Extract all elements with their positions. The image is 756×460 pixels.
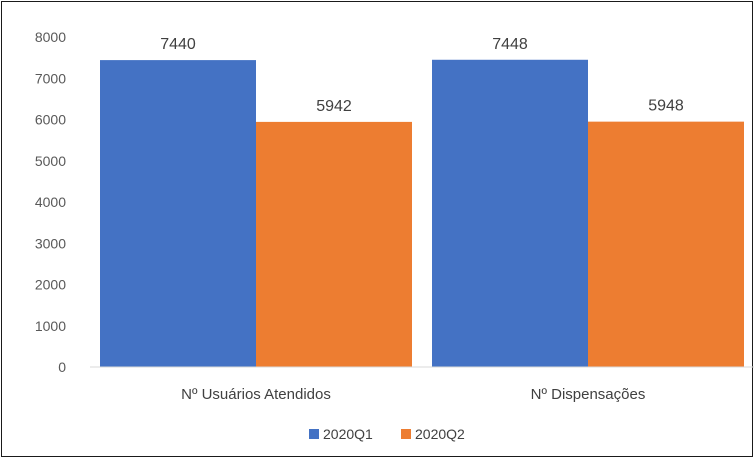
y-tick-label: 4000 bbox=[35, 194, 66, 210]
y-tick-label: 1000 bbox=[35, 318, 66, 334]
data-label: 7440 bbox=[160, 36, 196, 53]
legend-label: 2020Q2 bbox=[415, 426, 465, 442]
legend-swatch bbox=[401, 429, 411, 439]
x-axis: Nº Usuários Atendidos Nº Dispensações bbox=[181, 386, 645, 403]
y-tick-label: 6000 bbox=[35, 112, 66, 128]
category-label: Nº Dispensações bbox=[531, 386, 646, 403]
y-tick-label: 7000 bbox=[35, 70, 66, 86]
bars bbox=[100, 59, 744, 368]
y-tick-label: 0 bbox=[58, 359, 66, 375]
y-tick-label: 5000 bbox=[35, 153, 66, 169]
legend-label: 2020Q1 bbox=[323, 426, 373, 442]
bar-2020q1-0 bbox=[100, 60, 256, 367]
category-label: Nº Usuários Atendidos bbox=[181, 386, 331, 403]
data-label: 7448 bbox=[492, 36, 528, 53]
legend: 2020Q1 2020Q2 bbox=[309, 426, 465, 442]
data-label: 5942 bbox=[316, 98, 352, 115]
data-label: 5948 bbox=[648, 98, 684, 115]
bar-2020q2-1 bbox=[588, 121, 744, 368]
bar-2020q1-1 bbox=[432, 59, 588, 368]
data-labels: 7440 5942 7448 5948 bbox=[160, 36, 684, 115]
legend-swatch bbox=[309, 429, 319, 439]
y-axis: 0 1000 2000 3000 4000 5000 6000 7000 8000 bbox=[35, 29, 66, 375]
y-tick-label: 3000 bbox=[35, 235, 66, 251]
y-tick-label: 2000 bbox=[35, 277, 66, 293]
y-tick-label: 8000 bbox=[35, 29, 66, 45]
bar-2020q2-0 bbox=[256, 121, 412, 367]
